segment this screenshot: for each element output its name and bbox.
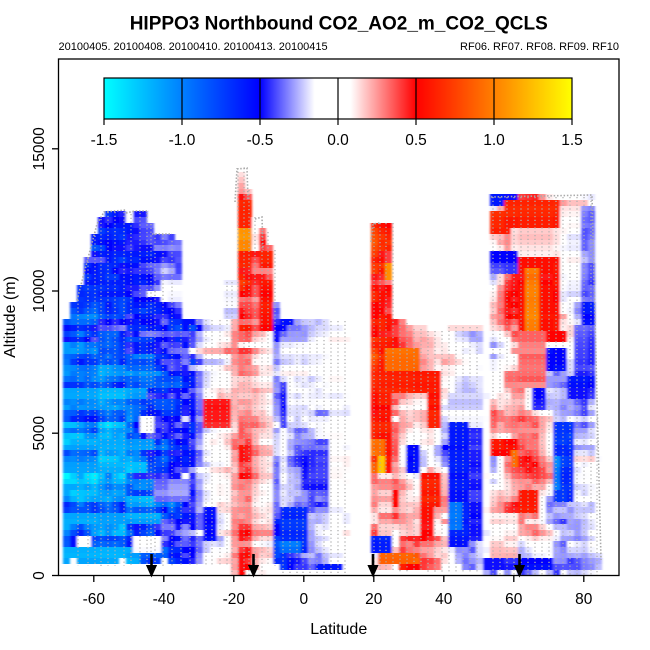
svg-text:-1.5: -1.5 [91,132,118,149]
svg-text:-60: -60 [83,591,106,608]
svg-text:-0.5: -0.5 [247,132,274,149]
svg-text:-20: -20 [223,591,246,608]
svg-text:15000: 15000 [31,127,48,170]
svg-text:40: 40 [435,591,453,608]
svg-text:-1.0: -1.0 [169,132,196,149]
svg-text:0: 0 [299,591,308,608]
svg-text:80: 80 [575,591,593,608]
svg-text:10000: 10000 [31,269,48,312]
svg-text:1.0: 1.0 [483,132,505,149]
svg-text:0.0: 0.0 [327,132,349,149]
svg-text:RF06. RF07. RF08. RF09. RF10: RF06. RF07. RF08. RF09. RF10 [460,41,619,53]
svg-text:20100405. 20100408. 20100410.: 20100405. 20100408. 20100410. 20100413. … [59,41,328,53]
svg-text:0.5: 0.5 [405,132,427,149]
svg-text:60: 60 [505,591,523,608]
svg-text:HIPPO3 Northbound CO2_AO2_m_CO: HIPPO3 Northbound CO2_AO2_m_CO2_QCLS [130,14,548,35]
svg-text:-40: -40 [153,591,176,608]
svg-text:Latitude: Latitude [310,621,367,638]
svg-text:Altitude (m): Altitude (m) [2,276,19,358]
svg-text:1.5: 1.5 [561,132,583,149]
svg-text:0: 0 [31,571,48,580]
svg-text:20: 20 [365,591,383,608]
svg-text:5000: 5000 [31,416,48,451]
